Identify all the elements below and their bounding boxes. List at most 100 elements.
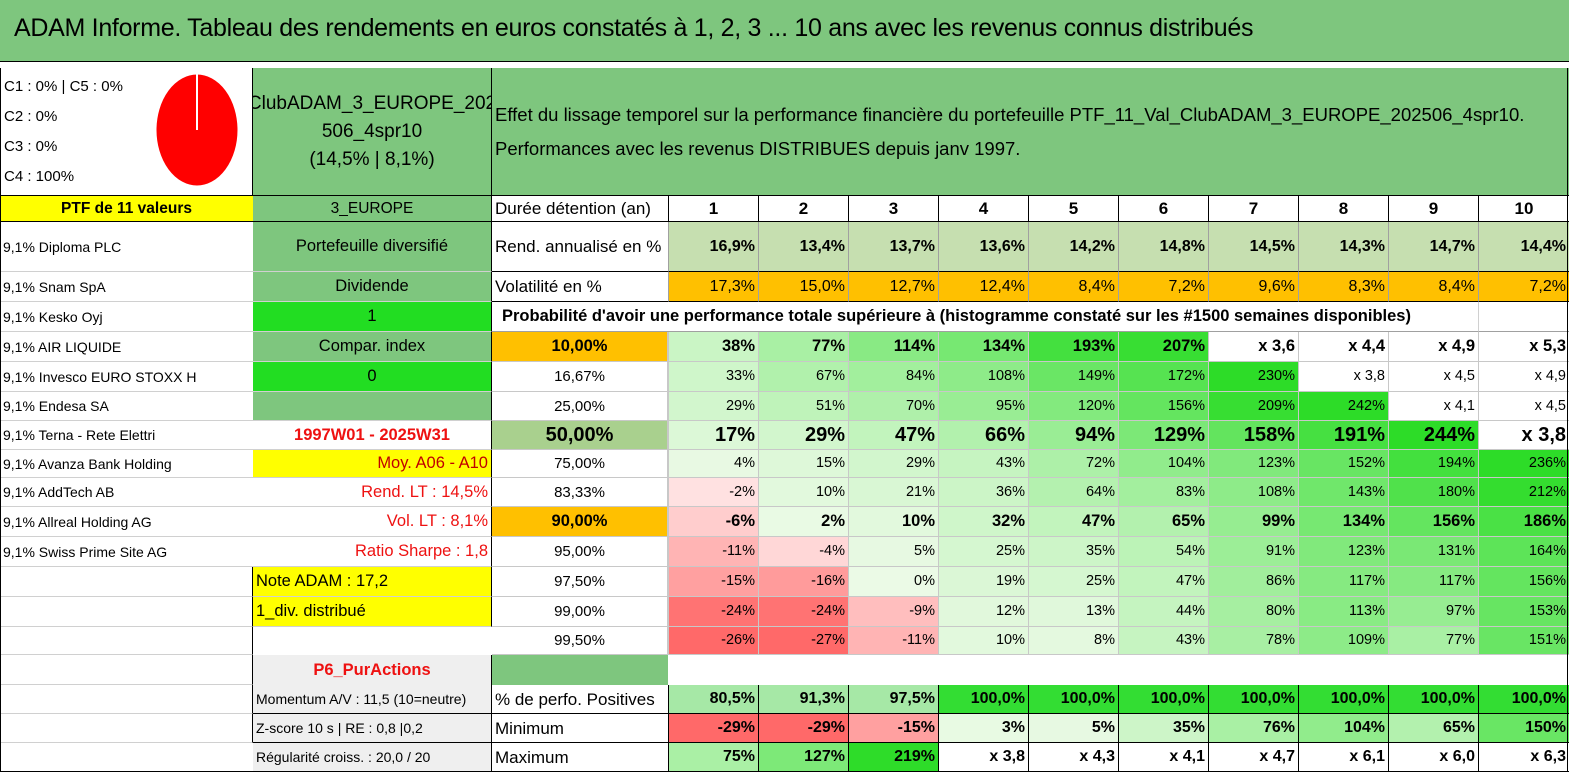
effect-description-line: Performances avec les revenus DISTRIBUES…: [495, 137, 1021, 159]
prob-value: 134%: [1298, 507, 1388, 537]
prob-value: 77%: [758, 332, 848, 362]
prob-value: 32%: [938, 507, 1028, 537]
prob-value: 123%: [1298, 537, 1388, 567]
prob-value: 91%: [1208, 537, 1298, 567]
info-cell: 1_div. distribué: [253, 597, 492, 627]
prob-value: 236%: [1478, 450, 1569, 478]
prob-threshold: 90,00%: [492, 507, 668, 537]
rend-value: 14,2%: [1028, 222, 1118, 272]
prob-value: 67%: [758, 362, 848, 392]
portfolio-name-box: ClubADAM_3_EUROPE_202 506_4spr10 (14,5% | …: [253, 68, 492, 196]
empty-cell: [0, 627, 253, 655]
prob-threshold: 97,50%: [492, 567, 668, 597]
stat-value: 100,0%: [1028, 685, 1118, 714]
prob-value: 65%: [1118, 507, 1208, 537]
prob-value: 117%: [1298, 567, 1388, 597]
prob-value: 242%: [1298, 392, 1388, 421]
portfolio-name-line: ClubADAM_3_EUROPE_202: [253, 92, 492, 114]
title-bar: ADAM Informe. Tableau des rendements en …: [0, 0, 1569, 62]
prob-value: 172%: [1118, 362, 1208, 392]
prob-value: 70%: [848, 392, 938, 421]
prob-value: -16%: [758, 567, 848, 597]
stat-value: x 6,3: [1478, 743, 1569, 772]
prob-value: 17%: [668, 421, 758, 450]
prob-value: x 3,8: [1298, 362, 1388, 392]
prob-value: 180%: [1388, 478, 1478, 507]
prob-value: 5%: [848, 537, 938, 567]
prob-value: 10%: [758, 478, 848, 507]
prob-value: 113%: [1298, 597, 1388, 627]
info-cell: Compar. index: [253, 332, 492, 362]
prob-value: 230%: [1208, 362, 1298, 392]
prob-value: 108%: [1208, 478, 1298, 507]
prob-value: -26%: [668, 627, 758, 655]
stat-value: -15%: [848, 714, 938, 743]
prob-value: 97%: [1388, 597, 1478, 627]
allocation-pie-chart: [153, 70, 242, 190]
year-header: 2: [758, 196, 848, 222]
stat-value: 100,0%: [938, 685, 1028, 714]
vol-value: 15,0%: [758, 272, 848, 302]
prob-value: -27%: [758, 627, 848, 655]
prob-threshold: 95,00%: [492, 537, 668, 567]
prob-value: 25%: [938, 537, 1028, 567]
info-cell: Portefeuille diversifié: [253, 222, 492, 272]
info-cell: Note ADAM : 17,2: [253, 567, 492, 597]
holding-name: 9,1% Terna - Rete Elettri: [0, 421, 253, 450]
prob-value: 10%: [848, 507, 938, 537]
rend-value: 14,3%: [1298, 222, 1388, 272]
prob-value: 152%: [1298, 450, 1388, 478]
prob-value: 186%: [1478, 507, 1569, 537]
year-header: 4: [938, 196, 1028, 222]
year-header: 6: [1118, 196, 1208, 222]
stat-left: Régularité croiss. : 20,0 / 20: [253, 743, 492, 772]
vol-value: 8,4%: [1028, 272, 1118, 302]
prob-threshold: 10,00%: [492, 332, 668, 362]
stat-value: 219%: [848, 743, 938, 772]
year-header: 10: [1478, 196, 1569, 222]
stat-label: Minimum: [492, 714, 668, 743]
prob-value: -24%: [668, 597, 758, 627]
portfolio-name-line: (14,5% | 8,1%): [309, 148, 435, 170]
prob-value: 72%: [1028, 450, 1118, 478]
prob-value: x 4,5: [1478, 392, 1569, 421]
prob-value: 47%: [1028, 507, 1118, 537]
empty-cell: [0, 567, 253, 597]
empty-cell: [1478, 302, 1569, 332]
prob-value: 104%: [1118, 450, 1208, 478]
prob-value: 8%: [1028, 627, 1118, 655]
prob-value: 2%: [758, 507, 848, 537]
prob-value: 29%: [848, 450, 938, 478]
vol-label: Volatilité en %: [492, 272, 668, 302]
prob-value: 0%: [848, 567, 938, 597]
prob-value: 151%: [1478, 627, 1569, 655]
stat-value: 76%: [1208, 714, 1298, 743]
prob-value: 193%: [1028, 332, 1118, 362]
prob-value: 29%: [758, 421, 848, 450]
stat-label: Maximum: [492, 743, 668, 772]
prob-threshold: 25,00%: [492, 392, 668, 421]
holding-name: 9,1% AIR LIQUIDE: [0, 332, 253, 362]
prob-value: 209%: [1208, 392, 1298, 421]
stat-value: x 4,1: [1118, 743, 1208, 772]
prob-value: 108%: [938, 362, 1028, 392]
rend-value: 14,8%: [1118, 222, 1208, 272]
rend-value: 14,4%: [1478, 222, 1569, 272]
stat-value: 3%: [938, 714, 1028, 743]
rend-value: 13,6%: [938, 222, 1028, 272]
info-cell: Rend. LT : 14,5%: [253, 478, 492, 507]
prob-value: 83%: [1118, 478, 1208, 507]
holding-name: 9,1% Allreal Holding AG: [0, 507, 253, 537]
prob-value: 191%: [1298, 421, 1388, 450]
year-header: 5: [1028, 196, 1118, 222]
stat-value: x 3,8: [938, 743, 1028, 772]
prob-value: x 4,9: [1478, 362, 1569, 392]
stat-label: % de perfo. Positives: [492, 685, 668, 714]
prob-value: 244%: [1388, 421, 1478, 450]
prob-title: Probabilité d'avoir une performance tota…: [492, 302, 1478, 332]
stat-value: x 6,1: [1298, 743, 1388, 772]
prob-value: 153%: [1478, 597, 1569, 627]
prob-value: 47%: [848, 421, 938, 450]
prob-value: 43%: [938, 450, 1028, 478]
prob-value: 33%: [668, 362, 758, 392]
